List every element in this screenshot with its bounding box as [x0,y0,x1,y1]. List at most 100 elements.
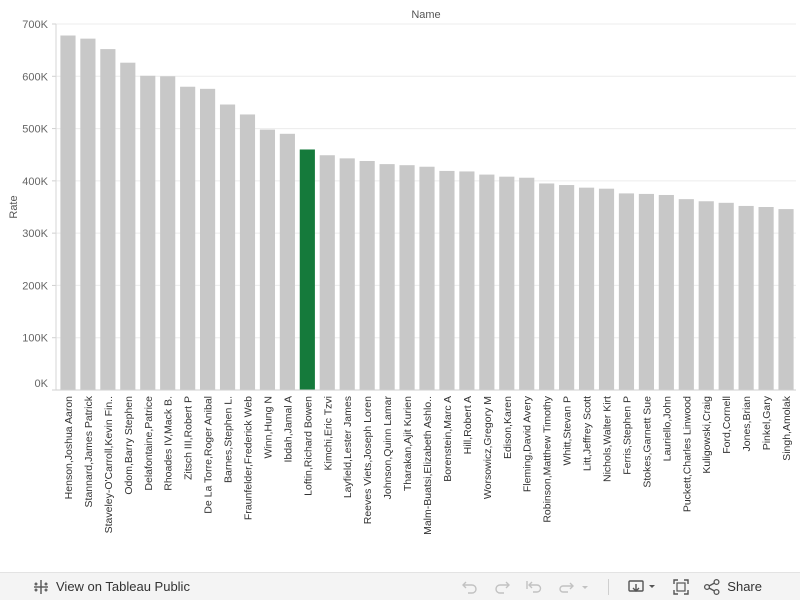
share-button[interactable]: Share [703,576,762,598]
bar[interactable] [618,193,635,390]
bar[interactable] [738,205,754,390]
bar[interactable] [499,176,515,390]
x-category-label: Ibdah,Jamal A [282,396,294,463]
x-category-label: Ferris,Stephen P [621,396,633,475]
bar[interactable] [578,187,595,390]
bar[interactable] [160,76,176,391]
x-category-label: Layfield,Lester James [342,396,354,498]
bar[interactable] [80,38,96,390]
redo-icon [495,581,511,594]
bar[interactable] [239,114,256,390]
bar[interactable] [479,174,495,390]
y-tick-label: 500K [22,124,48,136]
x-category-label: Barnes,Stephen L. [223,396,235,483]
y-tick-label: 300K [22,228,48,240]
bar[interactable] [219,104,236,391]
y-axis-title: Rate [8,195,20,218]
bar[interactable] [200,88,216,390]
x-category-label: Stokes,Garnett Sue [641,396,653,488]
x-category-label: Stannard,James Patrick [83,395,95,507]
x-category-label: Hill,Robert A [462,396,474,454]
x-category-label: Staveley-O'Carroll,Kevin Fin.. [103,396,115,533]
bar[interactable] [539,183,555,390]
x-category-label: Pinkel,Gary [761,395,773,450]
x-category-label: Malm-Buatsi,Elizabeth Ashlo.. [422,396,434,535]
x-category-label: Lauriello,John [661,396,673,462]
y-tick-label: 400K [22,176,48,188]
bar-chart: Name Rate 0K 100K 200K 300K 400K 500K 600K 700K He… [8,9,796,535]
y-tick-label: 200K [22,280,48,292]
toolbar-divider [608,578,610,595]
bar[interactable] [519,177,535,390]
x-category-label: Delafontaine,Patrice [143,396,155,491]
bar[interactable] [758,207,774,390]
bar[interactable] [698,201,714,390]
x-category-label: Litt,Jeffrey Scott [582,396,594,471]
x-category-label: Odom,Barry Stephen [123,396,135,495]
x-category-label: Worsowicz,Gregory M [482,396,494,499]
view-on-tableau-public-link[interactable]: View on Tableau Public [32,578,190,596]
x-category-label: Robinson,Matthew Timothy [542,395,554,522]
redo-button[interactable] [492,576,512,598]
x-category-label: Puckett,Charles Linwood [681,396,693,512]
bar[interactable] [718,202,734,390]
x-category-label: Fraunfelder,Frederick Web [242,396,254,520]
revert-button[interactable] [524,576,544,598]
x-category-label: Loftin,Richard Bowen [302,396,314,496]
x-category-label: Winn,Hung N [262,396,274,458]
bar[interactable] [259,129,276,391]
bar[interactable] [678,199,694,390]
chart-title: Name [411,9,440,21]
bar[interactable] [399,165,415,390]
undo-button[interactable] [460,576,480,598]
x-category-label: Reeves Viets,Joseph Loren [362,396,374,524]
download-icon [628,579,656,592]
tableau-toolbar: View on Tableau Public [0,572,800,600]
bar[interactable] [638,193,654,390]
bar[interactable] [140,75,156,391]
refresh-button[interactable] [556,576,590,598]
bar[interactable] [359,160,375,390]
x-category-label: Tharakan,Ajit Kurien [402,396,414,491]
x-category-label: Edison,Karen [502,396,514,459]
x-category-label: Henson,Joshua Aaron [63,396,75,499]
x-category-label: Johnson,Quinn Lamar [382,396,394,500]
bar[interactable] [180,86,196,390]
x-category-label: Ford,Cornell [721,396,733,454]
bar[interactable] [419,166,435,390]
bar[interactable] [459,171,475,390]
undo-icon [462,581,477,594]
y-tick-label: 600K [22,71,48,83]
x-category-label: Singh,Amolak [781,395,793,461]
x-category-label: De La Torre,Roger Anibal [203,396,215,514]
bar[interactable] [658,194,674,390]
bar[interactable] [319,155,335,390]
bar[interactable] [559,185,575,390]
share-icon [704,578,720,595]
bar[interactable] [439,170,455,390]
bar[interactable] [100,49,116,391]
refresh-icon [559,582,589,593]
x-category-label: Nichols,Walter Kirt [602,396,614,482]
bar[interactable] [598,188,615,390]
bar[interactable] [299,149,315,390]
bar[interactable] [60,35,76,390]
view-on-tableau-label: View on Tableau Public [56,579,190,594]
bar[interactable] [120,62,136,390]
x-category-label: Kuligowski,Craig [701,396,713,474]
download-button[interactable] [627,576,659,598]
chart-svg: Name Rate 0K 100K 200K 300K 400K 500K 600K 700K He… [8,9,796,535]
bar[interactable] [279,133,295,391]
x-category-label: Zitsch III,Robert P [183,396,195,480]
x-category-label: Fleming,David Avery [522,395,534,492]
y-tick-label: 100K [22,333,48,345]
y-tick-label: 0K [35,378,49,390]
share-label: Share [727,579,762,594]
fullscreen-button[interactable] [671,576,691,598]
bar[interactable] [339,158,355,390]
y-tick-label: 700K [22,19,48,31]
bar[interactable] [778,209,794,390]
fullscreen-icon [673,578,689,595]
x-category-label: Kimchi,Eric Tzvi [322,396,334,470]
bar[interactable] [379,164,395,390]
